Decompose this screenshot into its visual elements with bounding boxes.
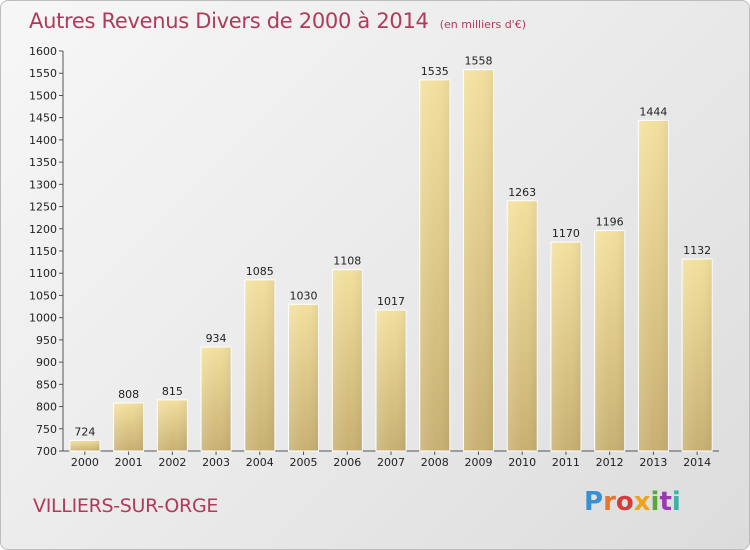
x-tick-label: 2009 [464, 456, 492, 469]
y-tick-label: 850 [36, 378, 57, 391]
y-tick-label: 1100 [29, 267, 57, 280]
x-tick-label: 2011 [552, 456, 580, 469]
bar-sheen [244, 279, 275, 451]
logo-letter: t [659, 487, 672, 517]
bar-sheen [69, 440, 100, 451]
bar-value-label: 1108 [333, 255, 361, 268]
bar-sheen [638, 120, 669, 451]
y-tick-label: 800 [36, 401, 57, 414]
bar-sheen [507, 200, 538, 451]
y-tick-label: 1450 [29, 112, 57, 125]
bar-value-label: 815 [162, 385, 183, 398]
y-tick-label: 950 [36, 334, 57, 347]
bar-value-label: 1263 [508, 186, 536, 199]
bar-sheen [463, 69, 494, 452]
x-tick-label: 2002 [158, 456, 186, 469]
y-tick-label: 700 [36, 445, 57, 458]
bar-value-label: 724 [74, 425, 95, 438]
y-tick-label: 1600 [29, 45, 57, 58]
chart-axes: 700 750 800 850 900 950 1000 1050 1100 1150 1200 12… [29, 45, 719, 458]
proxiti-logo[interactable]: Proxiti [584, 487, 681, 517]
y-tick-label: 900 [36, 356, 57, 369]
bar-value-label: 1444 [639, 105, 667, 118]
x-tick-label: 2001 [115, 456, 143, 469]
y-tick-label: 750 [36, 423, 57, 436]
x-tick-label: 2007 [377, 456, 405, 469]
bar-value-label: 1132 [683, 244, 711, 257]
title-row: Autres Revenus Divers de 2000 à 2014 (en… [29, 9, 526, 33]
x-tick-label: 2005 [290, 456, 318, 469]
bar-sheen [332, 269, 363, 451]
logo-letter: i [650, 487, 660, 517]
bar-value-label: 808 [118, 388, 139, 401]
bar-value-label: 1558 [464, 55, 492, 68]
bar-sheen [201, 347, 232, 451]
y-tick-label: 1350 [29, 156, 57, 169]
logo-letter: r [603, 487, 616, 517]
y-tick-label: 1200 [29, 223, 57, 236]
bar-value-label: 1085 [246, 265, 274, 278]
chart-subtitle: (en milliers d'€) [439, 18, 526, 31]
y-tick-label: 1150 [29, 245, 57, 258]
bar-sheen [419, 79, 450, 451]
x-tick-label: 2014 [683, 456, 711, 469]
bar-value-label: 1535 [421, 65, 449, 78]
chart-labels: 724 2000 808 2001 815 2002 934 2003 1085 2004 1030… [71, 55, 711, 469]
x-tick-label: 2006 [333, 456, 361, 469]
x-tick-label: 2012 [596, 456, 624, 469]
bar-value-label: 1017 [377, 295, 405, 308]
y-tick-label: 1000 [29, 312, 57, 325]
bar-sheen [376, 310, 406, 451]
bar-sheen [288, 304, 319, 451]
x-tick-label: 2000 [71, 456, 99, 469]
chart-title: Autres Revenus Divers de 2000 à 2014 [29, 9, 429, 33]
bar-sheen [113, 403, 144, 451]
logo-letter: o [615, 487, 634, 517]
logo-letter: i [671, 487, 681, 517]
y-tick-label: 1400 [29, 134, 57, 147]
bar-value-label: 934 [206, 332, 227, 345]
bar-value-label: 1030 [290, 289, 318, 302]
x-tick-label: 2010 [508, 456, 536, 469]
bar-sheen [594, 230, 625, 451]
y-tick-label: 1050 [29, 289, 57, 302]
bar-value-label: 1196 [596, 216, 624, 229]
bar-sheen [157, 399, 188, 451]
y-tick-label: 1500 [29, 89, 57, 102]
logo-letter: x [633, 487, 651, 517]
chart-bars [69, 69, 713, 452]
bar-sheen [682, 259, 713, 451]
x-tick-label: 2008 [421, 456, 449, 469]
bar-value-label: 1170 [552, 227, 580, 240]
logo-letter: P [584, 487, 604, 517]
y-tick-label: 1550 [29, 67, 57, 80]
x-tick-label: 2013 [639, 456, 667, 469]
bar-sheen [550, 242, 581, 451]
y-tick-label: 1300 [29, 178, 57, 191]
city-name: VILLIERS-SUR-ORGE [33, 495, 219, 517]
x-tick-label: 2004 [246, 456, 274, 469]
y-tick-label: 1250 [29, 201, 57, 214]
x-tick-label: 2003 [202, 456, 230, 469]
